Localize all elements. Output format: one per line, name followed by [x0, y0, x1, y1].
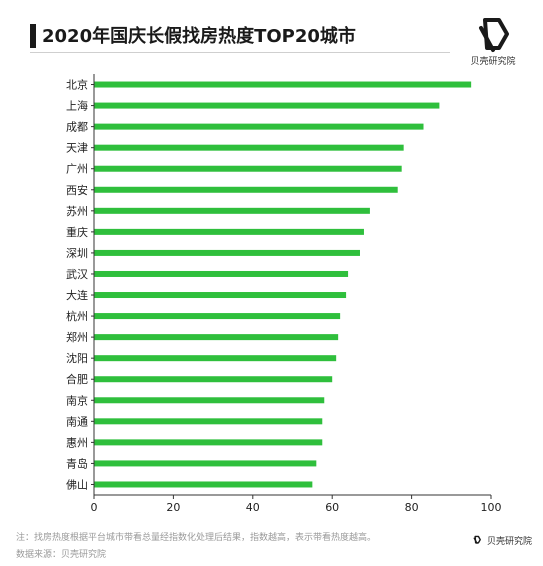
x-tick-label: 40	[246, 501, 260, 514]
x-tick-label: 60	[325, 501, 339, 514]
category-label: 杭州	[66, 309, 88, 323]
bar-5	[94, 165, 402, 172]
category-label: 合肥	[66, 372, 88, 386]
bar-12	[94, 313, 341, 320]
page-title: 2020年国庆长假找房热度TOP20城市	[42, 26, 356, 47]
category-label: 惠州	[66, 435, 88, 449]
bar-9	[94, 249, 360, 256]
category-label: 苏州	[66, 205, 88, 218]
category-label: 南京	[66, 393, 88, 407]
chart-note: 注：找房热度根据平台城市带看总量经指数化处理后结果，指数越高，表示带看热度越高。	[16, 533, 377, 543]
bar-13	[94, 334, 339, 341]
category-label: 佛山	[66, 478, 88, 491]
category-label: 北京	[66, 78, 88, 92]
brand-name-top: 贝壳研究院	[470, 57, 516, 67]
category-label: 广州	[66, 163, 88, 176]
bar-10	[94, 270, 349, 277]
bar-19	[94, 460, 317, 467]
category-label: 南通	[66, 415, 88, 428]
category-label: 青岛	[66, 456, 88, 470]
data-source: 数据来源：贝壳研究院	[16, 550, 107, 560]
bar-16	[94, 397, 325, 404]
category-label: 上海	[66, 99, 88, 113]
bar-20	[94, 481, 313, 488]
category-label: 重庆	[66, 225, 88, 239]
x-tick-label: 20	[166, 501, 180, 514]
brand-logo-bottom: 贝壳研究院	[470, 534, 532, 547]
brand-name-bottom: 贝壳研究院	[487, 537, 533, 547]
bar-7	[94, 207, 370, 214]
beike-logo-icon	[479, 18, 509, 52]
bar-15	[94, 376, 333, 383]
bar-3	[94, 123, 424, 130]
category-label: 沈阳	[66, 351, 88, 365]
category-label: 西安	[66, 183, 88, 197]
category-label: 深圳	[66, 247, 88, 260]
bar-2	[94, 102, 440, 109]
beike-logo-small-icon	[473, 535, 481, 544]
title-divider	[30, 52, 450, 53]
category-label: 成都	[66, 121, 88, 134]
category-label: 郑州	[66, 330, 88, 344]
bar-18	[94, 439, 323, 446]
category-label: 大连	[66, 288, 88, 302]
x-tick-label: 80	[405, 501, 419, 514]
x-tick-label: 0	[91, 501, 98, 514]
bar-1	[94, 81, 472, 88]
bar-8	[94, 228, 364, 235]
x-tick-label: 100	[481, 501, 502, 514]
title-accent-bar	[30, 24, 36, 48]
bar-6	[94, 186, 398, 193]
category-label: 武汉	[66, 268, 88, 281]
bar-11	[94, 292, 347, 299]
bar-14	[94, 355, 337, 362]
bar-17	[94, 418, 323, 425]
category-label: 天津	[66, 142, 88, 155]
bar-4	[94, 144, 404, 151]
